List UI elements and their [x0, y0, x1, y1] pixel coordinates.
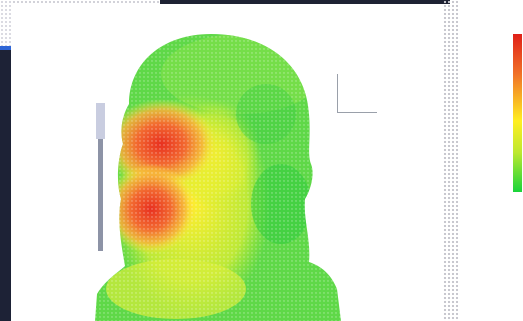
axes-orientation-indicator	[334, 74, 384, 116]
3d-viewport[interactable]	[11, 4, 443, 321]
head-model-heatmap[interactable]	[11, 4, 443, 321]
panel-separator	[443, 0, 460, 321]
legend-tick-labels	[463, 26, 507, 196]
axis-x-line	[337, 112, 377, 113]
left-sidebar-panel	[0, 46, 11, 321]
left-sidebar-accent	[0, 46, 11, 50]
color-legend	[460, 4, 523, 321]
top-toolbar-strip	[160, 0, 450, 4]
top-left-dotted-strip	[0, 0, 160, 6]
vertical-slider-track[interactable]	[98, 103, 103, 251]
axis-y-line	[337, 74, 338, 112]
legend-colorbar	[513, 34, 522, 192]
vertical-slider-handle[interactable]	[96, 103, 105, 139]
left-dotted-strip	[0, 0, 11, 46]
